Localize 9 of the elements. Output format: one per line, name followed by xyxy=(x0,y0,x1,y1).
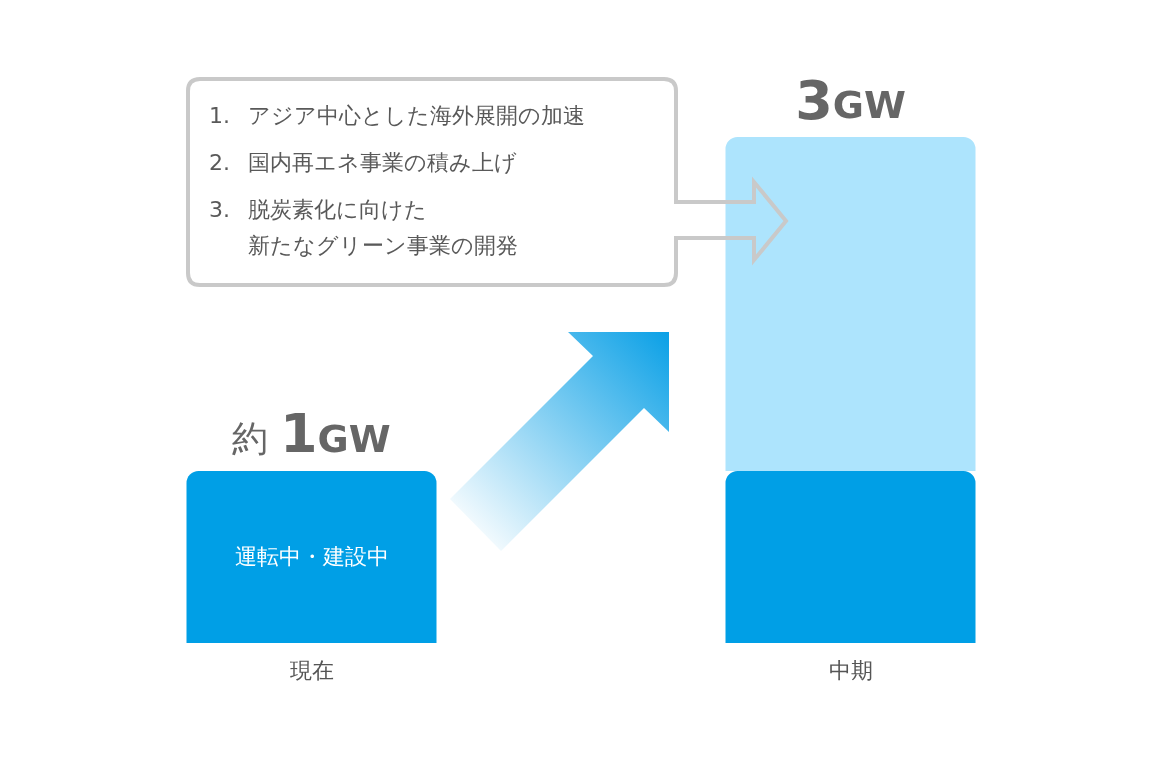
annotation: 新たなグリーン事業の開発 xyxy=(248,232,518,260)
text: 1. アジア中心とした海外展開の加速 xyxy=(208,102,585,130)
annotation: 約 1GW xyxy=(232,402,391,466)
annotation: 3GW xyxy=(795,68,906,132)
annotation: 3. 脱炭素化に向けた xyxy=(208,196,427,224)
x-tick-label: 現在 xyxy=(289,657,334,683)
annotation: 2. 国内再エネ事業の積み上げ xyxy=(208,149,517,177)
series-label: 運転中・建設中 xyxy=(234,544,389,570)
x-tick-label: 中期 xyxy=(828,657,873,683)
